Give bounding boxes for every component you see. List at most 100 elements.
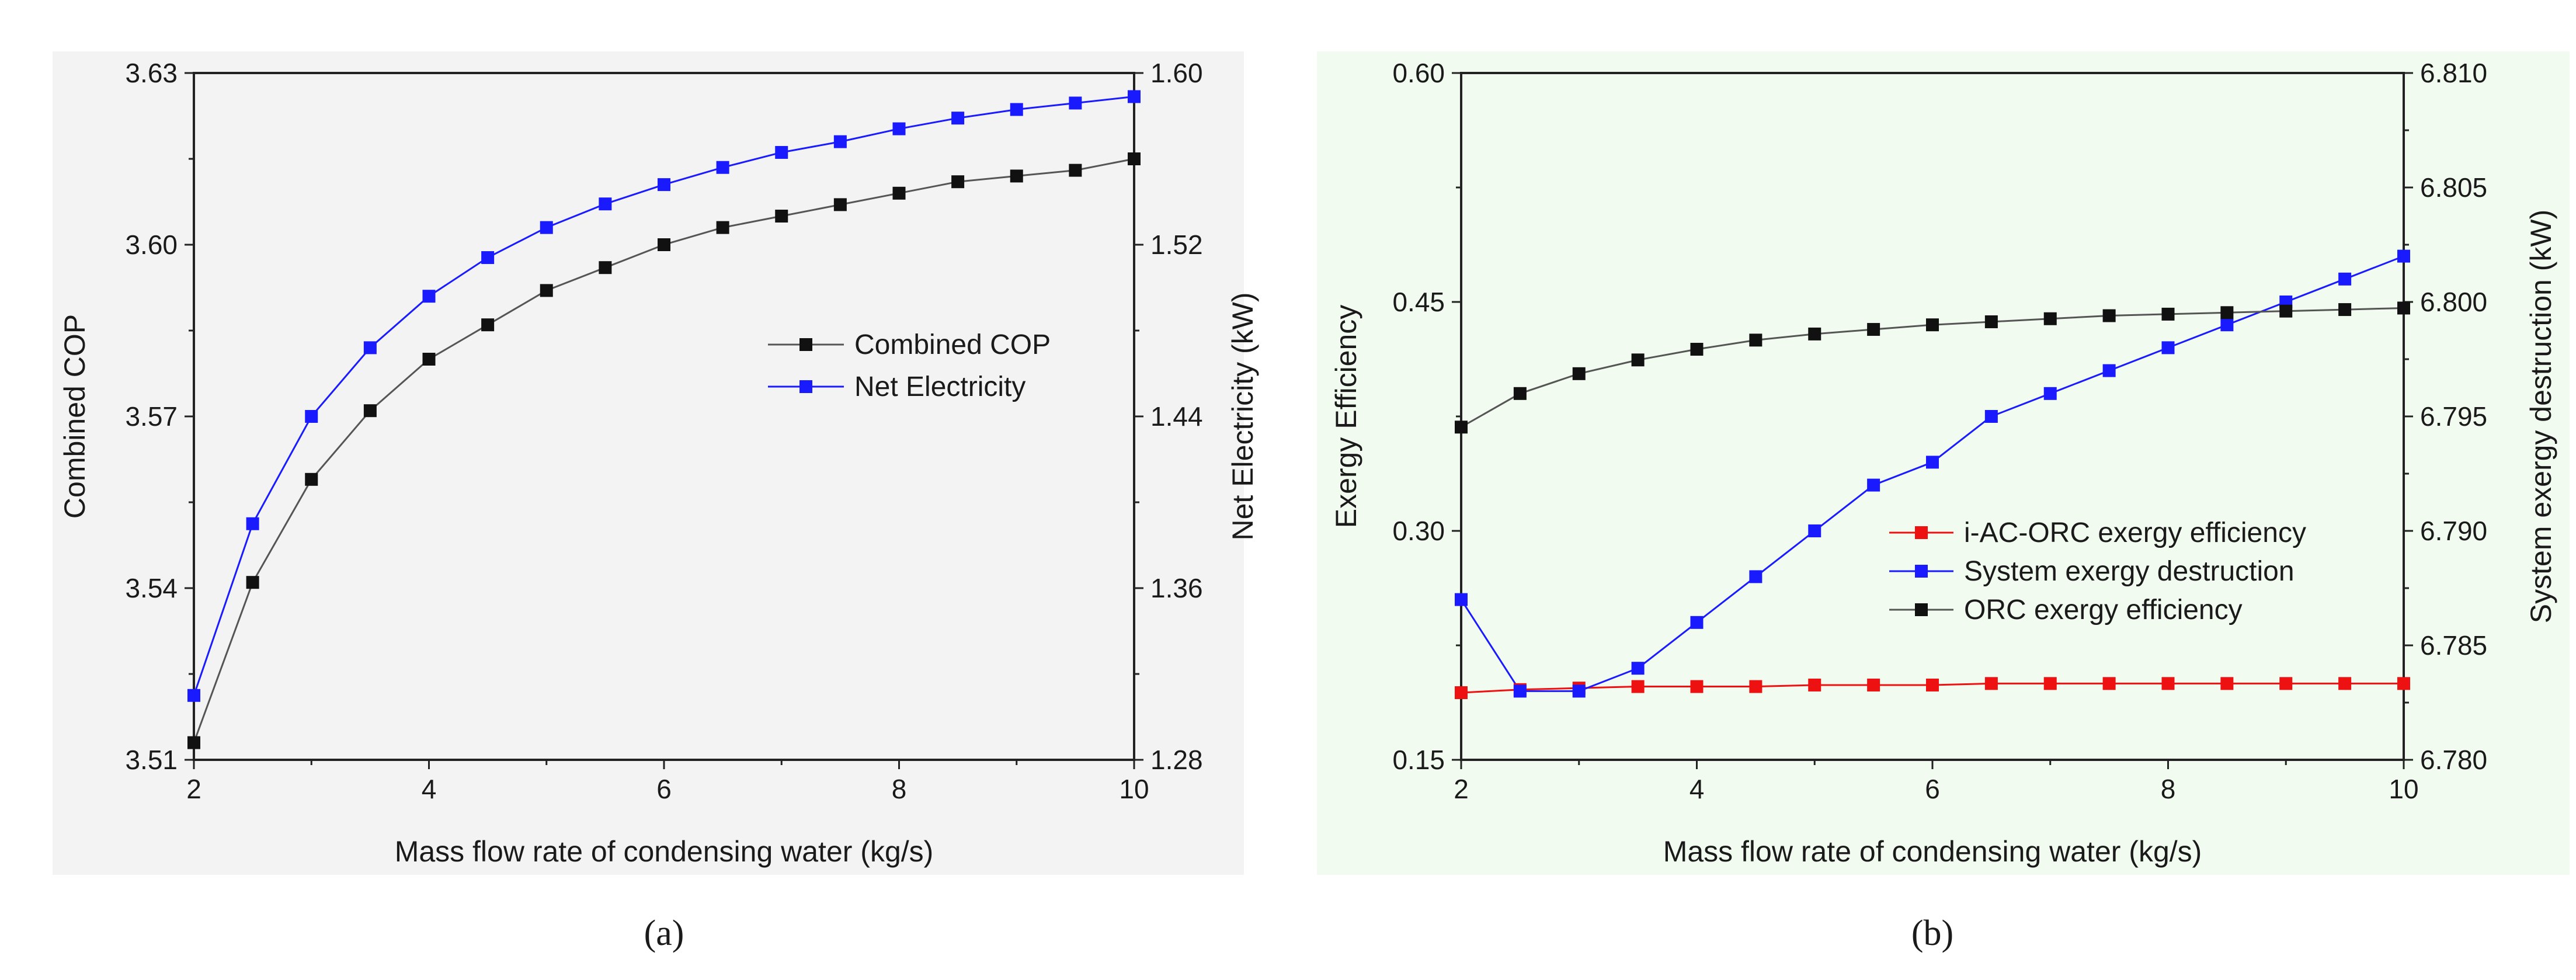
chart-a-background	[53, 51, 1244, 875]
series-1-point	[422, 290, 436, 303]
chart-a-series	[187, 90, 1141, 749]
series-0-point	[892, 186, 906, 200]
series-1-point	[2161, 341, 2175, 355]
x-tick-label: 4	[1689, 774, 1705, 804]
series-0-point	[716, 221, 729, 234]
series-1-point	[1808, 524, 1821, 537]
legend-marker	[799, 338, 812, 351]
chart-a-y2label: Net Electricity (kW)	[1226, 293, 1259, 541]
series-0-point	[2279, 677, 2293, 690]
series-1-point	[1128, 90, 1141, 103]
series-1-point	[1749, 570, 1762, 583]
chart-b-panel-label: (b)	[1911, 913, 1953, 953]
series-1-point	[540, 221, 553, 234]
series-1-point	[833, 135, 847, 148]
series-0-point	[2220, 677, 2234, 690]
series-0-point	[1455, 686, 1468, 700]
series-0-point	[305, 472, 318, 486]
series-0-point	[2161, 677, 2175, 690]
series-2-point	[1867, 323, 1880, 336]
series-2-point	[1984, 315, 1998, 328]
chart-b: 2 4 6 8 10 0.15 0.30 0.45 0.60 6.780 6.785 6.790 6.7…	[1317, 51, 2570, 953]
x-tick-label: 6	[656, 774, 672, 804]
series-1-point	[1010, 103, 1023, 116]
chart-b-y2label: System exergy destruction (kW)	[2525, 210, 2557, 624]
legend-label: System exergy destruction	[1964, 556, 2295, 587]
series-1-point	[1867, 478, 1880, 492]
series-0-point	[2397, 677, 2410, 690]
series-0-point	[1984, 677, 1998, 690]
series-2-point	[1572, 367, 1586, 380]
chart-b-ylabel: Exergy Efficiency	[1330, 305, 1362, 529]
x-tick-label: 2	[186, 774, 201, 804]
chart-a-ylabel: Combined COP	[58, 314, 91, 519]
x-tick-label: 4	[422, 774, 437, 804]
y2-tick-label: 1.60	[1150, 58, 1203, 88]
chart-b-background	[1317, 51, 2570, 875]
series-2-point	[1749, 333, 1762, 347]
y-tick-label: 0.60	[1392, 58, 1445, 88]
series-1-point	[716, 161, 729, 174]
series-0-point	[1010, 169, 1023, 183]
x-tick-label: 2	[1454, 774, 1469, 804]
series-1-point	[775, 145, 788, 159]
series-1-point	[1926, 456, 1939, 469]
chart-b-series	[1455, 249, 2410, 700]
series-2-point	[1808, 327, 1821, 340]
series-1-point	[305, 410, 318, 423]
series-0-point	[1867, 678, 1880, 691]
series-2-point	[2397, 301, 2410, 315]
series-1-point	[2043, 387, 2057, 400]
legend-marker	[799, 380, 812, 393]
legend-label: i-AC-ORC exergy efficiency	[1964, 517, 2306, 548]
y2-tick-label: 6.785	[2420, 630, 2487, 661]
legend-marker	[1915, 526, 1928, 539]
y2-tick-label: 6.780	[2420, 745, 2487, 775]
x-tick-label: 8	[892, 774, 907, 804]
x-tick-label: 6	[1925, 774, 1940, 804]
x-tick-label: 8	[2161, 774, 2176, 804]
series-2-point	[2220, 306, 2234, 319]
series-1-point	[2338, 272, 2352, 286]
series-1-point	[2102, 364, 2116, 377]
series-2-point	[2043, 312, 2057, 325]
series-1-point	[1631, 662, 1645, 675]
series-1-point	[481, 251, 495, 265]
y-tick-label: 3.51	[125, 745, 178, 775]
series-2-point	[1455, 421, 1468, 434]
series-1-point	[1984, 410, 1998, 423]
series-0-point	[1808, 678, 1821, 691]
series-1-point	[1069, 96, 1082, 110]
x-tick-label: 10	[1119, 774, 1149, 804]
legend-marker	[1915, 603, 1928, 616]
series-0-point	[422, 353, 436, 366]
series-0-point	[481, 318, 495, 332]
series-1-point	[2220, 318, 2234, 332]
series-2-point	[1690, 343, 1704, 356]
y2-tick-label: 6.800	[2420, 287, 2487, 317]
series-0-point	[363, 404, 377, 418]
y2-tick-label: 6.805	[2420, 172, 2487, 203]
y-tick-label: 0.45	[1392, 287, 1445, 317]
chart-b-ticks: 2 4 6 8 10 0.15 0.30 0.45 0.60 6.780 6.785 6.790 6.7…	[1392, 58, 2487, 804]
y-tick-label: 3.57	[125, 401, 178, 432]
series-1-point	[1572, 684, 1586, 698]
series-0-point	[2102, 677, 2116, 690]
series-0-point	[540, 284, 553, 297]
legend-label: Net Electricity	[854, 371, 1025, 402]
series-2-point	[1513, 387, 1527, 400]
y2-tick-label: 6.795	[2420, 401, 2487, 432]
y-tick-label: 3.60	[125, 230, 178, 260]
series-0-point	[2043, 677, 2057, 690]
series-0-point	[1690, 680, 1704, 693]
series-1-point	[363, 341, 377, 355]
legend-label: Combined COP	[854, 329, 1051, 360]
series-1-point	[1690, 616, 1704, 629]
series-1-point	[658, 178, 670, 192]
x-tick-label: 10	[2389, 774, 2418, 804]
y2-tick-label: 1.36	[1150, 573, 1203, 603]
series-0-point	[1631, 680, 1645, 693]
series-2-point	[2338, 303, 2352, 317]
series-0-point	[658, 238, 670, 251]
y-tick-label: 3.63	[125, 58, 178, 88]
